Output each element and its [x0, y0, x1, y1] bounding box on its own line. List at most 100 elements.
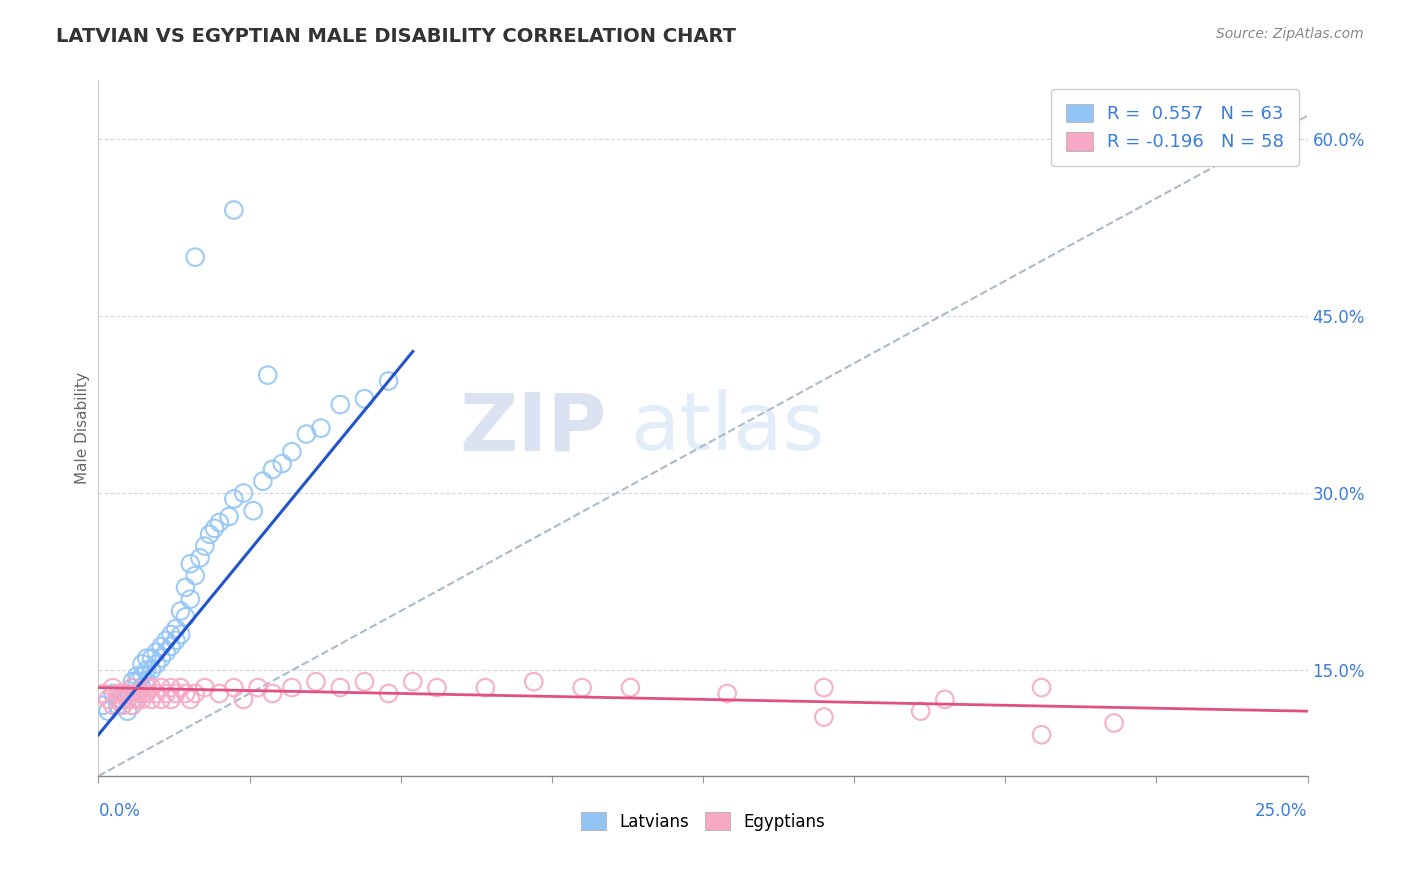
Point	[619, 681, 641, 695]
Point	[169, 604, 191, 618]
Point	[121, 698, 143, 713]
Point	[165, 622, 187, 636]
Point	[179, 592, 201, 607]
Point	[174, 580, 197, 594]
Point	[150, 681, 173, 695]
Point	[426, 681, 449, 695]
Point	[117, 686, 139, 700]
Point	[174, 610, 197, 624]
Point	[91, 698, 114, 713]
Point	[523, 674, 546, 689]
Point	[97, 704, 120, 718]
Point	[179, 557, 201, 571]
Point	[160, 681, 183, 695]
Point	[155, 633, 177, 648]
Point	[91, 686, 114, 700]
Point	[111, 686, 134, 700]
Point	[271, 457, 294, 471]
Point	[174, 686, 197, 700]
Y-axis label: Male Disability: Male Disability	[75, 372, 90, 484]
Point	[247, 681, 270, 695]
Text: Source: ZipAtlas.com: Source: ZipAtlas.com	[1216, 27, 1364, 41]
Point	[165, 686, 187, 700]
Point	[145, 645, 167, 659]
Point	[155, 686, 177, 700]
Point	[131, 686, 153, 700]
Point	[208, 686, 231, 700]
Legend: Latvians, Egyptians: Latvians, Egyptians	[574, 805, 832, 838]
Point	[145, 657, 167, 671]
Point	[281, 444, 304, 458]
Point	[218, 509, 240, 524]
Point	[121, 681, 143, 695]
Point	[353, 674, 375, 689]
Point	[179, 692, 201, 706]
Point	[377, 686, 399, 700]
Point	[252, 474, 274, 488]
Point	[353, 392, 375, 406]
Point	[262, 462, 284, 476]
Text: LATVIAN VS EGYPTIAN MALE DISABILITY CORRELATION CHART: LATVIAN VS EGYPTIAN MALE DISABILITY CORR…	[56, 27, 737, 45]
Point	[107, 692, 129, 706]
Point	[127, 692, 149, 706]
Point	[145, 686, 167, 700]
Point	[121, 692, 143, 706]
Point	[131, 692, 153, 706]
Point	[716, 686, 738, 700]
Point	[111, 692, 134, 706]
Point	[184, 250, 207, 264]
Point	[135, 681, 157, 695]
Point	[571, 681, 593, 695]
Point	[934, 692, 956, 706]
Point	[232, 486, 254, 500]
Point	[198, 527, 221, 541]
Point	[305, 674, 328, 689]
Point	[474, 681, 496, 695]
Point	[107, 692, 129, 706]
Text: ZIP: ZIP	[458, 389, 606, 467]
Point	[160, 692, 183, 706]
Point	[131, 657, 153, 671]
Point	[141, 651, 163, 665]
Point	[127, 669, 149, 683]
Point	[101, 698, 124, 713]
Point	[150, 651, 173, 665]
Point	[111, 698, 134, 713]
Text: atlas: atlas	[630, 389, 825, 467]
Point	[169, 627, 191, 641]
Point	[101, 686, 124, 700]
Point	[184, 568, 207, 582]
Point	[131, 681, 153, 695]
Point	[111, 686, 134, 700]
Point	[127, 686, 149, 700]
Point	[188, 550, 211, 565]
Point	[208, 516, 231, 530]
Point	[111, 692, 134, 706]
Point	[135, 686, 157, 700]
Point	[117, 686, 139, 700]
Point	[194, 681, 217, 695]
Point	[160, 640, 183, 654]
Point	[135, 651, 157, 665]
Point	[262, 686, 284, 700]
Point	[1031, 681, 1053, 695]
Point	[184, 686, 207, 700]
Point	[127, 692, 149, 706]
Point	[256, 368, 278, 383]
Point	[222, 491, 245, 506]
Point	[101, 681, 124, 695]
Point	[150, 640, 173, 654]
Point	[117, 692, 139, 706]
Point	[141, 681, 163, 695]
Point	[141, 663, 163, 677]
Point	[1102, 716, 1125, 731]
Point	[242, 504, 264, 518]
Point	[402, 674, 425, 689]
Point	[281, 681, 304, 695]
Point	[295, 427, 318, 442]
Point	[204, 521, 226, 535]
Point	[194, 539, 217, 553]
Point	[135, 663, 157, 677]
Point	[813, 710, 835, 724]
Text: 25.0%: 25.0%	[1256, 802, 1308, 820]
